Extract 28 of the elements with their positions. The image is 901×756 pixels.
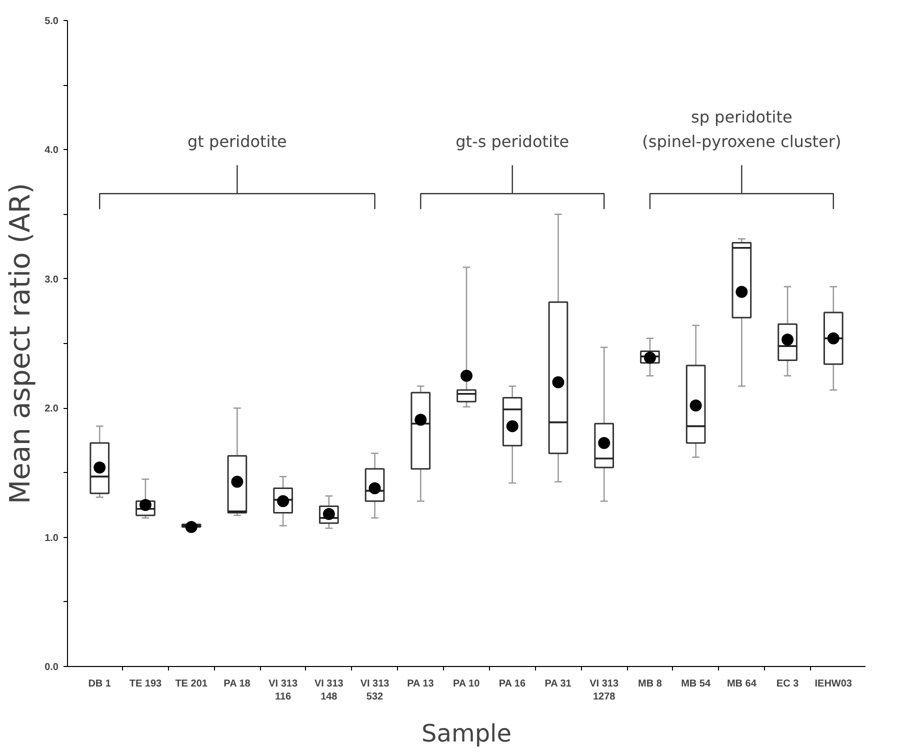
annotation: sp peridotite (spinel-pyroxene cluster) — [642, 108, 842, 152]
y-tick-label: 0.0 — [44, 662, 59, 673]
annotation: gt-s peridotite — [456, 132, 570, 152]
x-tick-label: VI 313 148 — [314, 678, 344, 703]
x-tick-label: VI 313 116 — [268, 678, 298, 703]
x-tick-label: TE 193 — [129, 678, 162, 690]
x-tick-label: MB 64 — [726, 678, 757, 690]
y-tick-label: 3.0 — [44, 274, 59, 286]
y-tick-label: 4.0 — [44, 145, 59, 156]
x-tick-label: EC 3 — [776, 678, 800, 690]
x-tick-label: VI 313 1278 — [590, 678, 619, 703]
y-axis-title: Mean aspect ratio (AR) — [4, 182, 37, 504]
x-tick-label: DB 1 — [88, 678, 112, 690]
y-tick-label: 5.0 — [44, 16, 59, 27]
x-tick-label: MB 54 — [681, 678, 711, 690]
y-tick-label: 1.0 — [44, 532, 59, 544]
x-tick-label: VI 313 532 — [360, 678, 390, 703]
x-tick-label: PA 31 — [544, 678, 572, 690]
x-tick-label: PA 16 — [498, 678, 526, 690]
x-axis-title: Sample — [422, 720, 512, 748]
x-tick-label: IEHW03 — [814, 678, 852, 690]
x-tick-label: PA 10 — [452, 678, 480, 690]
y-tick-label: 2.0 — [44, 404, 59, 415]
x-tick-label: TE 201 — [175, 678, 208, 690]
x-tick-label: MB 8 — [638, 678, 662, 690]
x-tick-label: PA 13 — [407, 678, 434, 690]
x-tick-label: PA 18 — [224, 678, 251, 690]
annotation: gt peridotite — [188, 132, 287, 152]
